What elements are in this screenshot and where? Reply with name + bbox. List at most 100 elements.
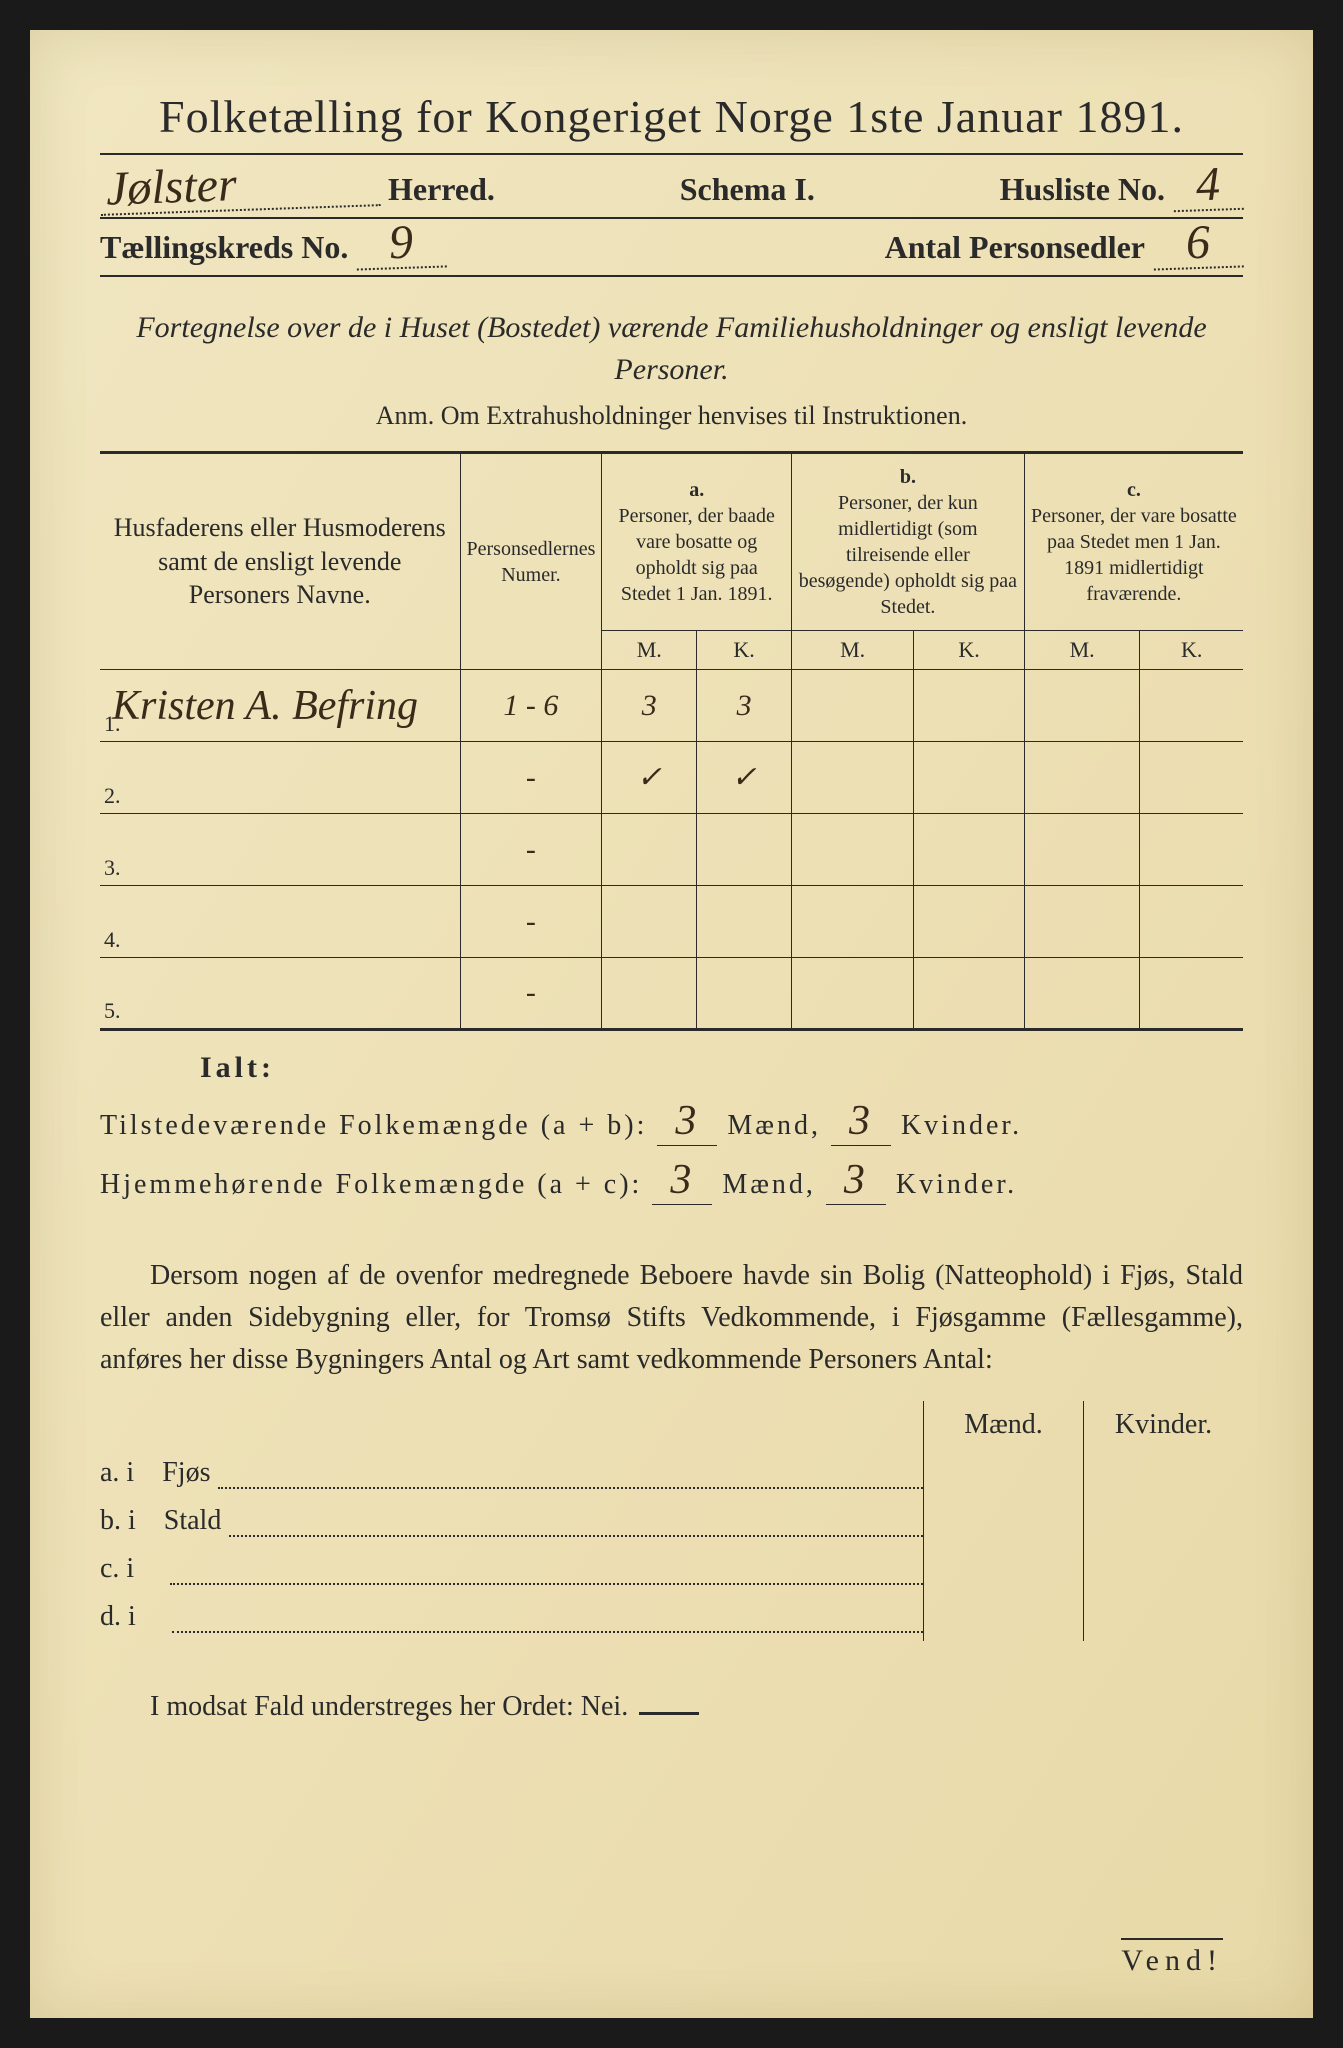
- row-number: 3.: [104, 855, 121, 881]
- mk-a-m: M.: [602, 631, 697, 670]
- name-cell: 2.: [100, 742, 460, 814]
- bottom-row-label: d. i: [100, 1593, 923, 1641]
- schema-label: Schema: [680, 171, 787, 208]
- mk-c-m: M.: [1024, 631, 1140, 670]
- header-row-2: Tællingskreds No. 9 Antal Personsedler 6: [100, 219, 1243, 277]
- b-k-cell: [914, 886, 1024, 958]
- table-row: 5. -: [100, 958, 1243, 1030]
- kvinder-label-1: Kvinder.: [901, 1110, 1022, 1142]
- schema-num: I.: [794, 171, 814, 208]
- kvinder-label-2: Kvinder.: [896, 1169, 1017, 1201]
- vend-label: Vend!: [1121, 1938, 1223, 1978]
- b-k-cell: [914, 742, 1024, 814]
- table-row: 2. - ✓ ✓: [100, 742, 1243, 814]
- totals-line1-m: 3: [657, 1097, 717, 1146]
- a-k-cell: [697, 958, 792, 1030]
- a-m-cell: 3: [602, 670, 697, 742]
- c-k-cell: [1140, 742, 1243, 814]
- a-m-cell: [602, 814, 697, 886]
- col1-header: Husfaderens eller Husmoderens samt de en…: [100, 453, 460, 670]
- subtitle: Fortegnelse over de i Huset (Bostedet) v…: [100, 307, 1243, 391]
- mk-b-m: M.: [792, 631, 914, 670]
- husliste-value: 4: [1172, 160, 1244, 212]
- a-k-cell: 3: [697, 670, 792, 742]
- totals-line2-k: 3: [826, 1156, 886, 1205]
- bottom-maend-cell: [923, 1497, 1083, 1545]
- c-m-cell: [1024, 958, 1140, 1030]
- table-row: 4. -: [100, 886, 1243, 958]
- a-m-cell: ✓: [602, 742, 697, 814]
- totals-line2-label: Hjemmehørende Folkemængde (a + c):: [100, 1169, 642, 1201]
- underline-mark: [639, 1712, 699, 1715]
- taellingskreds-value: 9: [356, 217, 448, 270]
- table-row: 1. Kristen A. Befring 1 - 6 3 3: [100, 670, 1243, 742]
- husliste-label: Husliste No.: [1000, 171, 1165, 208]
- col-a-label: a. Personer, der baade vare bosatte og o…: [602, 453, 792, 631]
- mk-c-k: K.: [1140, 631, 1243, 670]
- col2-header: Personsedlernes Numer.: [460, 453, 602, 670]
- a-k-cell: [697, 814, 792, 886]
- totals-line1-k: 3: [831, 1097, 891, 1146]
- bottom-kvinder-cell: [1083, 1593, 1243, 1641]
- col-b-label: b. Personer, der kun midlertidigt (som t…: [792, 453, 1025, 631]
- bottom-row-label: c. i: [100, 1545, 923, 1593]
- person-name: Kristen A. Befring: [112, 683, 418, 729]
- anm-note: Anm. Om Extrahusholdninger henvises til …: [100, 401, 1243, 431]
- row-number: 5.: [104, 998, 121, 1024]
- c-k-cell: [1140, 670, 1243, 742]
- dwelling-paragraph: Dersom nogen af de ovenfor medregnede Be…: [100, 1255, 1243, 1381]
- c-m-cell: [1024, 670, 1140, 742]
- b-m-cell: [792, 958, 914, 1030]
- sedler-cell: -: [460, 742, 602, 814]
- b-k-cell: [914, 958, 1024, 1030]
- col-c-label: c. Personer, der vare bosatte paa Stedet…: [1024, 453, 1243, 631]
- census-form-page: Folketælling for Kongeriget Norge 1ste J…: [30, 30, 1313, 2018]
- b-m-cell: [792, 886, 914, 958]
- a-m-cell: [602, 958, 697, 1030]
- herred-label: Herred.: [388, 171, 495, 208]
- herred-value: Jølster: [99, 156, 381, 216]
- sedler-cell: 1 - 6: [460, 670, 602, 742]
- table-row: 3. -: [100, 814, 1243, 886]
- header-row-1: Jølster Herred. Schema I. Husliste No. 4: [100, 153, 1243, 219]
- ialt-label: Ialt:: [200, 1051, 1243, 1085]
- c-k-cell: [1140, 814, 1243, 886]
- sedler-cell: -: [460, 958, 602, 1030]
- taellingskreds-label: Tællingskreds No.: [100, 229, 348, 266]
- bottom-kvinder-cell: [1083, 1545, 1243, 1593]
- bottom-maend-cell: [923, 1593, 1083, 1641]
- bottom-kvinder-cell: [1083, 1449, 1243, 1497]
- totals-home: Hjemmehørende Folkemængde (a + c): 3 Mæn…: [100, 1156, 1243, 1205]
- name-cell: 1. Kristen A. Befring: [100, 670, 460, 742]
- main-table: Husfaderens eller Husmoderens samt de en…: [100, 451, 1243, 1031]
- b-k-cell: [914, 670, 1024, 742]
- b-m-cell: [792, 814, 914, 886]
- c-m-cell: [1024, 814, 1140, 886]
- mk-b-k: K.: [914, 631, 1024, 670]
- row-number: 2.: [104, 783, 121, 809]
- b-k-cell: [914, 814, 1024, 886]
- c-m-cell: [1024, 886, 1140, 958]
- antal-label: Antal Personsedler: [885, 229, 1145, 266]
- bottom-maend-cell: [923, 1545, 1083, 1593]
- a-k-cell: ✓: [697, 742, 792, 814]
- a-m-cell: [602, 886, 697, 958]
- bottom-kvinder-cell: [1083, 1497, 1243, 1545]
- name-cell: 4.: [100, 886, 460, 958]
- footer-line: I modsat Fald understreges her Ordet: Ne…: [100, 1691, 1243, 1723]
- bottom-maend-cell: [923, 1449, 1083, 1497]
- totals-present: Tilstedeværende Folkemængde (a + b): 3 M…: [100, 1097, 1243, 1146]
- bottom-kvinder-hdr: Kvinder.: [1083, 1401, 1243, 1449]
- row-number: 1.: [104, 711, 121, 737]
- antal-value: 6: [1152, 217, 1244, 270]
- c-k-cell: [1140, 886, 1243, 958]
- sedler-cell: -: [460, 886, 602, 958]
- page-title: Folketælling for Kongeriget Norge 1ste J…: [100, 90, 1243, 143]
- bottom-maend-hdr: Mænd.: [923, 1401, 1083, 1449]
- mk-a-k: K.: [697, 631, 792, 670]
- b-m-cell: [792, 742, 914, 814]
- totals-line1-label: Tilstedeværende Folkemængde (a + b):: [100, 1110, 647, 1142]
- sedler-cell: -: [460, 814, 602, 886]
- bottom-table: Mænd. Kvinder. a. i Fjøsb. i Staldc. i d…: [100, 1401, 1243, 1641]
- bottom-row-label: b. i Stald: [100, 1497, 923, 1545]
